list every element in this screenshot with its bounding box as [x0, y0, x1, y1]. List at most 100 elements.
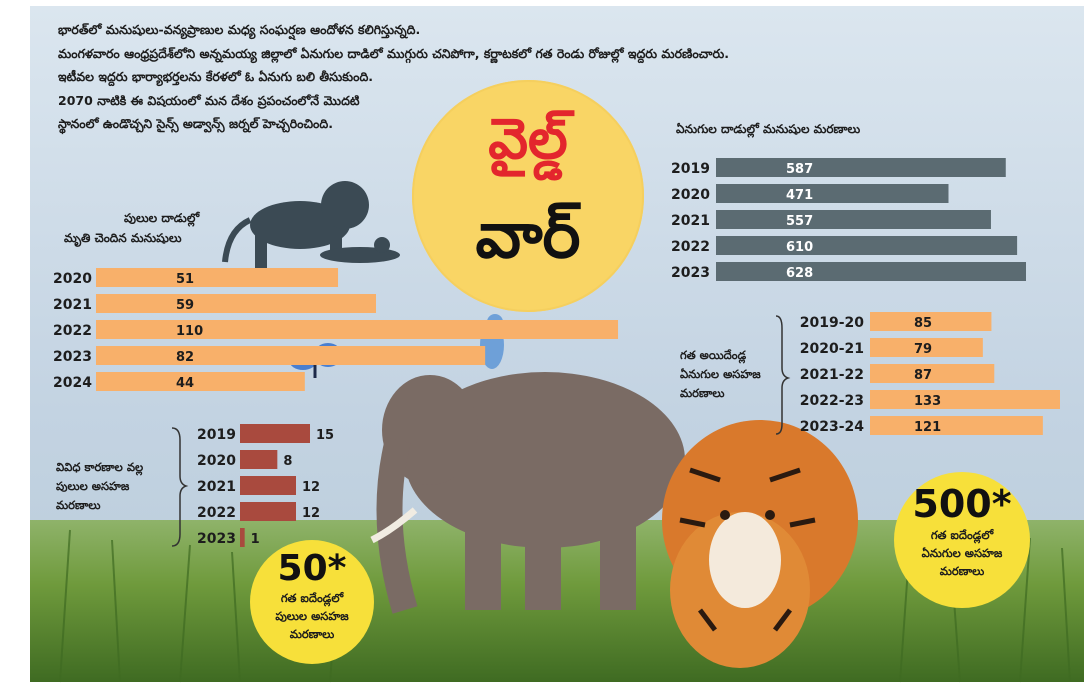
value-label: 79	[914, 342, 932, 357]
value-label: 12	[302, 480, 320, 495]
category-label: 2023	[53, 349, 92, 365]
bar	[96, 346, 486, 365]
badge-number: 50*	[277, 548, 347, 589]
value-label: 587	[786, 162, 813, 177]
value-label: 82	[176, 350, 194, 365]
tiger-attacks-chart: 2020 51 2021 59 2022 110 2023 82 2024 44	[53, 268, 619, 391]
bar	[240, 502, 296, 521]
bar	[240, 450, 278, 469]
bar	[716, 158, 1006, 177]
bar	[870, 416, 1043, 435]
badge-text-line: గత ఐదేండ్లలో	[930, 528, 994, 542]
bar	[240, 476, 296, 495]
value-label: 59	[176, 298, 194, 313]
badge-text-line: మరణాలు	[939, 564, 985, 578]
elephant-attack-chart-title: ఏనుగుల దాడుల్లో మనుషుల మరణాలు	[676, 122, 861, 136]
value-label: 471	[786, 188, 813, 203]
elephant-unnatural-chart: 2019-20 85 2020-21 79 2021-22 87 2022-23 133 202…	[800, 312, 1060, 435]
bar	[240, 528, 245, 547]
value-label: 1	[251, 532, 260, 547]
lion-attack-illustration	[222, 181, 400, 275]
category-label: 2023	[197, 531, 236, 547]
bar	[716, 262, 1026, 281]
value-label: 133	[914, 394, 941, 409]
tiger-illustration	[662, 420, 858, 668]
value-label: 8	[283, 454, 292, 469]
category-label: 2021	[671, 213, 710, 229]
category-label: 2020	[197, 453, 236, 469]
caption-line: మృతి చెందిన మనుషులు	[64, 231, 182, 245]
badge-text-line: ఏనుగుల అసహజ	[921, 546, 1003, 560]
bar	[870, 364, 995, 383]
value-label: 51	[176, 272, 194, 287]
left-bracket	[171, 427, 189, 547]
elephant-attacks-chart: 2019 587 2020 471 2021 557 2022 610 2023 628	[671, 158, 1026, 281]
bar	[870, 338, 983, 357]
tiger-unnatural-chart: 2019 15 2020 8 2021 12 2022 12 2023 1	[197, 424, 334, 547]
bar	[96, 320, 619, 339]
value-label: 110	[176, 324, 203, 339]
title-circle	[412, 80, 644, 312]
value-label: 85	[914, 316, 932, 331]
category-label: 2021-22	[800, 367, 864, 383]
caption-line: మరణాలు	[56, 498, 101, 512]
right-bracket	[775, 315, 791, 435]
badge-text-line: మరణాలు	[289, 627, 335, 641]
intro-text: భారత్‌లో మనుషులు-వన్యప్రాణుల మధ్య సంఘర్ష…	[58, 18, 858, 136]
category-label: 2022	[53, 323, 92, 339]
bar	[870, 390, 1060, 409]
title-line-2: వార్	[475, 199, 581, 273]
category-label: 2024	[53, 375, 92, 391]
value-label: 628	[786, 266, 813, 281]
badge-number: 500*	[912, 482, 1012, 526]
value-label: 87	[914, 368, 932, 383]
category-label: 2021	[197, 479, 236, 495]
intro-line: భారత్‌లో మనుషులు-వన్యప్రాణుల మధ్య సంఘర్ష…	[58, 22, 421, 37]
bar	[716, 210, 991, 229]
bar	[716, 184, 949, 203]
intro-line: 2070 నాటికి ఈ విషయంలో మన దేశం ప్రపంచంలోన…	[58, 92, 360, 108]
badge-text-line: గత ఐదేండ్లలో	[280, 591, 344, 605]
category-label: 2019-20	[800, 315, 865, 331]
category-label: 2020	[671, 187, 710, 203]
value-label: 12	[302, 506, 320, 521]
category-label: 2023-24	[800, 419, 865, 435]
badge-text-line: పులుల అసహజ	[275, 609, 349, 623]
category-label: 2022-23	[800, 393, 864, 409]
elephant-unnatural-chart-title: గత అయిదేండ్ల ఏనుగుల అసహజ మరణాలు	[680, 346, 761, 403]
value-label: 557	[786, 214, 813, 229]
category-label: 2019	[197, 427, 236, 443]
bar	[96, 372, 305, 391]
caption-line: గత అయిదేండ్ల	[680, 348, 747, 362]
bar	[240, 424, 310, 443]
category-label: 2020	[53, 271, 92, 287]
bar	[96, 268, 339, 287]
value-label: 44	[176, 376, 194, 391]
tiger-deaths-badge: 50* గత ఐదేండ్లలో పులుల అసహజ మరణాలు	[250, 540, 374, 664]
tiger-unnatural-chart-title: వివిధ కారణాల వల్ల పులుల అసహజ మరణాలు	[56, 458, 143, 515]
category-label: 2022	[671, 239, 710, 255]
caption-line: ఏనుగుల అసహజ	[680, 367, 761, 381]
title-line-1: వైల్డ్	[488, 107, 568, 172]
category-label: 2022	[197, 505, 236, 521]
intro-line: స్థానంలో ఉండొచ్చని సైన్స్ అడ్వాన్స్ జర్న…	[58, 116, 333, 131]
category-label: 2021	[53, 297, 92, 313]
intro-line: ఇటీవల ఇద్దరు భార్యాభర్తలను కేరళలో ఓ ఏనుగ…	[58, 69, 374, 84]
tiger-attack-chart-title: పులుల దాడుల్లో మృతి చెందిన మనుషులు	[64, 208, 200, 248]
bar	[716, 236, 1018, 255]
value-label: 121	[914, 420, 941, 435]
bar	[96, 294, 376, 313]
bar	[870, 312, 992, 331]
elephant-deaths-badge: 500* గత ఐదేండ్లలో ఏనుగుల అసహజ మరణాలు	[894, 472, 1030, 608]
category-label: 2023	[671, 265, 710, 281]
value-label: 15	[316, 428, 334, 443]
elephant-illustration	[370, 372, 685, 614]
category-label: 2020-21	[800, 341, 864, 357]
value-label: 610	[786, 240, 813, 255]
intro-line: మంగళవారం ఆంధ్రప్రదేశ్‌లోని అన్నమయ్య జిల్…	[58, 45, 729, 61]
caption-line: పులుల దాడుల్లో	[124, 211, 200, 225]
category-label: 2019	[671, 161, 710, 177]
